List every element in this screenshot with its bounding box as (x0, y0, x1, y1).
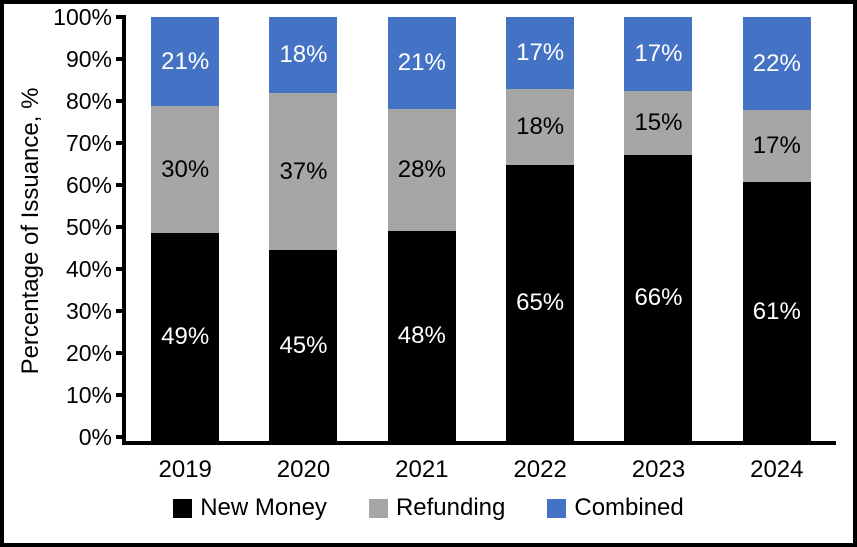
legend-swatch-icon (173, 498, 193, 518)
y-tick-label: 80% (65, 88, 112, 114)
segment-value-label: 18% (279, 41, 328, 69)
x-category-label: 2019 (158, 456, 212, 483)
segment-value-label: 17% (634, 39, 683, 67)
segment-new-money: 65% (506, 165, 575, 441)
bar-2021: 21% 28% 48% (387, 17, 456, 441)
chart-legend: New Money Refunding Combined (4, 494, 853, 522)
segment-value-label: 21% (397, 48, 446, 76)
y-tick-mark (116, 225, 126, 229)
segment-value-label: 61% (752, 297, 801, 325)
segment-value-label: 30% (161, 155, 210, 183)
y-tick-label: 40% (65, 256, 112, 282)
y-tick-label: 90% (65, 46, 112, 72)
x-category-label: 2020 (276, 456, 331, 483)
y-tick-label: 60% (65, 172, 112, 198)
segment-combined: 17% (624, 17, 693, 91)
segment-value-label: 65% (516, 289, 565, 317)
y-tick-label: 70% (65, 130, 112, 156)
segment-value-label: 37% (279, 157, 328, 185)
x-axis-category-labels: 2019 2020 2021 2022 2023 2024 (126, 456, 836, 484)
y-tick-mark (116, 183, 126, 187)
legend-swatch-icon (368, 498, 388, 518)
y-tick-label: 10% (65, 382, 112, 408)
segment-refunding: 37% (269, 93, 338, 251)
y-tick-label: 20% (65, 340, 112, 366)
bar-slot-2021: 21% 28% 48% (363, 17, 481, 441)
segment-value-label: 18% (516, 113, 565, 141)
segment-value-label: 21% (161, 47, 210, 75)
y-tick-label: 50% (65, 214, 112, 240)
legend-item-combined: Combined (547, 494, 684, 522)
segment-value-label: 66% (634, 284, 683, 312)
segment-value-label: 48% (397, 322, 446, 350)
segment-value-label: 28% (397, 155, 446, 183)
segment-value-label: 17% (752, 132, 801, 160)
segment-value-label: 22% (752, 49, 801, 77)
y-tick-label: 30% (65, 298, 112, 324)
x-category-label: 2021 (395, 456, 449, 483)
legend-label: Combined (574, 494, 684, 521)
legend-label: Refunding (395, 494, 506, 521)
y-tick-mark (116, 351, 126, 355)
bar-slot-2022: 17% 18% 65% (481, 17, 599, 441)
y-tick-mark (116, 393, 126, 397)
y-axis-tick-labels: 100% 90% 80% 70% 60% 50% 40% 30% 20% 10% 0% (4, 5, 112, 449)
segment-new-money: 61% (742, 182, 811, 441)
bar-slot-2020: 18% 37% 45% (244, 17, 362, 441)
y-tick-label: 100% (53, 4, 112, 30)
legend-label: New Money (200, 494, 327, 521)
y-tick-mark (116, 99, 126, 103)
legend-item-new-money: New Money (173, 494, 327, 522)
segment-refunding: 28% (387, 108, 456, 232)
bar-2020: 18% 37% 45% (269, 17, 338, 441)
segment-combined: 21% (151, 17, 220, 107)
segment-refunding: 17% (742, 110, 811, 183)
legend-item-refunding: Refunding (368, 494, 506, 522)
x-category-label: 2023 (631, 456, 686, 483)
segment-new-money: 49% (151, 233, 220, 441)
segment-refunding: 30% (151, 106, 220, 234)
y-tick-mark (116, 435, 126, 439)
segment-value-label: 15% (634, 108, 683, 136)
segment-value-label: 17% (516, 39, 565, 67)
bar-2019: 21% 30% 49% (151, 17, 220, 441)
x-category-label: 2022 (513, 456, 567, 483)
segment-refunding: 18% (506, 89, 575, 166)
y-tick-mark (116, 309, 126, 313)
bar-2023: 17% 15% 66% (624, 17, 693, 441)
segment-value-label: 45% (279, 331, 328, 359)
y-tick-mark (116, 57, 126, 61)
segment-new-money: 45% (269, 250, 338, 441)
plot-area: 21% 30% 49% 18% 37% 45% 21% 28% 48% 17% 18% 65% 17% 1… (122, 17, 836, 445)
y-tick-label: 0% (78, 424, 112, 450)
legend-swatch-icon (547, 498, 567, 518)
bar-slot-2024: 22% 17% 61% (718, 17, 836, 441)
segment-new-money: 66% (624, 155, 693, 441)
bar-2024: 22% 17% 61% (742, 17, 811, 441)
segment-combined: 17% (506, 17, 575, 90)
y-tick-mark (116, 141, 126, 145)
segment-combined: 22% (742, 17, 811, 111)
bar-slot-2023: 17% 15% 66% (599, 17, 717, 441)
segment-combined: 21% (387, 17, 456, 109)
y-tick-mark (116, 267, 126, 271)
segment-combined: 18% (269, 17, 338, 94)
y-axis-ticks (116, 15, 126, 439)
x-category-label: 2024 (750, 456, 804, 483)
segment-value-label: 49% (161, 323, 210, 351)
segment-new-money: 48% (387, 231, 456, 441)
bar-slot-2019: 21% 30% 49% (126, 17, 244, 441)
segment-refunding: 15% (624, 90, 693, 156)
bar-2022: 17% 18% 65% (506, 17, 575, 441)
y-tick-mark (116, 15, 126, 19)
